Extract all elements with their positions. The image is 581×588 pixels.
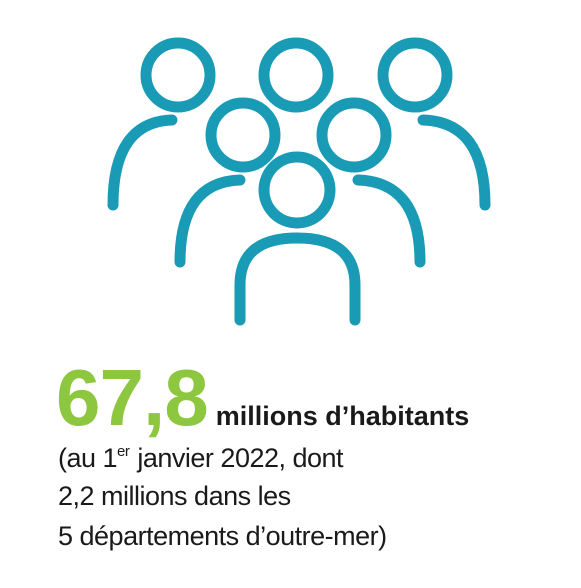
population-unit: millions d’habitants [215,401,470,431]
note-text: (au 1 [58,443,118,473]
note-line: 5 départements d’outre-mer) [58,521,387,551]
headline: 67,8 millions d’habitants [56,352,469,444]
people-icon [107,37,491,326]
note-line: (au 1er janvier 2022, dont [58,443,344,474]
body [174,174,246,268]
note-line: 2,2 millions dans les [58,481,291,511]
head [140,37,216,113]
population-number: 67,8 [56,353,209,442]
body [107,114,178,211]
body [234,232,361,326]
head [205,97,281,173]
head [377,37,453,113]
head [258,37,334,113]
note-text: janvier 2022, dont [137,443,344,473]
body [352,174,426,268]
head [316,97,392,173]
head [258,151,336,229]
body [417,114,491,211]
superscript: er [117,443,130,460]
